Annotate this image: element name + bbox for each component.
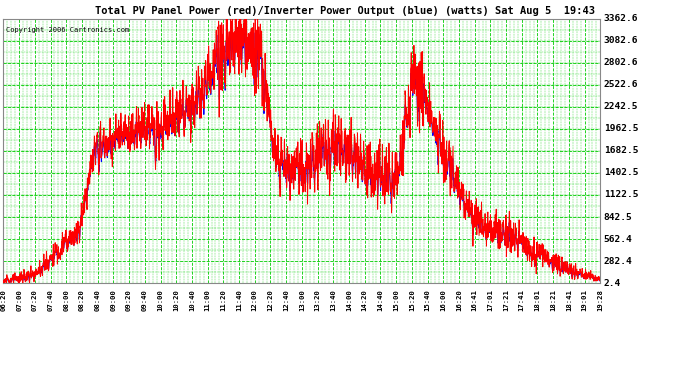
Text: 1682.5: 1682.5 [604, 147, 638, 156]
Text: Total PV Panel Power (red)/Inverter Power Output (blue) (watts) Sat Aug 5  19:43: Total PV Panel Power (red)/Inverter Powe… [95, 6, 595, 16]
Text: 3362.6: 3362.6 [604, 14, 638, 23]
Text: 2242.5: 2242.5 [604, 102, 638, 111]
Text: 2802.6: 2802.6 [604, 58, 638, 67]
Text: 1402.5: 1402.5 [604, 168, 638, 177]
Text: 2.4: 2.4 [604, 279, 621, 288]
Text: 1122.5: 1122.5 [604, 190, 638, 200]
Text: 2522.6: 2522.6 [604, 80, 638, 89]
Text: 842.5: 842.5 [604, 213, 633, 222]
Text: Copyright 2006 Cartronics.com: Copyright 2006 Cartronics.com [6, 27, 130, 33]
Text: 282.4: 282.4 [604, 256, 633, 265]
Text: 1962.5: 1962.5 [604, 124, 638, 134]
Text: 3082.6: 3082.6 [604, 36, 638, 45]
Text: 562.4: 562.4 [604, 235, 633, 244]
